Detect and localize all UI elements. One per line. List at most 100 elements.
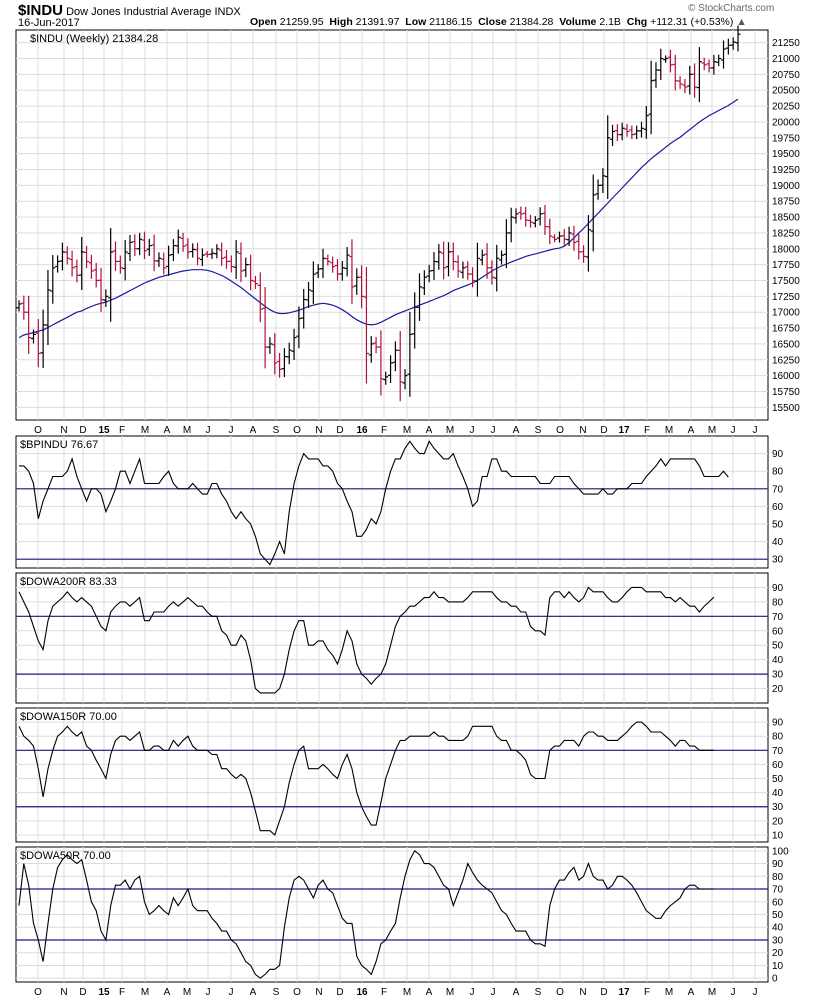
ohlc-bar — [503, 219, 509, 269]
ohlc-bar — [141, 231, 147, 260]
chart-date: 16-Jun-2017 — [18, 17, 80, 29]
y-tick-label: 90 — [772, 859, 784, 870]
ohlc-bar — [108, 228, 114, 322]
ohlc-bar — [585, 215, 591, 272]
ohlc-bar — [552, 234, 558, 243]
ohlc-bar — [547, 218, 553, 245]
ohlc-bar — [339, 261, 345, 281]
y-tick-label: 30 — [772, 555, 784, 566]
panel-frame — [15, 435, 769, 569]
ohlc-bar — [291, 328, 297, 361]
ohlc-bar — [199, 248, 205, 267]
x-tick-label: J — [206, 987, 211, 998]
ohlc-bar — [590, 174, 596, 252]
indicator-line — [19, 440, 729, 566]
y-tick-label: 70 — [772, 612, 784, 623]
x-tick-label: J — [206, 425, 211, 436]
ohlc-bar — [701, 57, 707, 71]
panel-label: $DOWA150R 70.00 — [20, 711, 117, 723]
ohlc-bar — [228, 255, 234, 273]
x-tick-label: O — [556, 425, 564, 436]
x-tick-label: F — [644, 987, 650, 998]
ohlc-bar — [460, 261, 466, 279]
ohlc-bar — [706, 59, 712, 73]
ohlc-bar — [40, 309, 46, 369]
ohlc-bar — [542, 204, 548, 236]
ohlc-bar — [508, 207, 514, 243]
y-tick-label: 17250 — [772, 292, 800, 303]
x-tick-label: A — [426, 425, 433, 436]
indicator-line — [18, 721, 714, 836]
panel-frame — [15, 707, 769, 843]
y-tick-label: 30 — [772, 935, 784, 946]
chart-title: $INDU Dow Jones Industrial Average INDX — [18, 2, 241, 19]
panel-label: $INDU (Weekly) 21384.28 — [30, 33, 158, 45]
x-tick-label: M — [708, 987, 716, 998]
ohlc-bar — [465, 261, 471, 280]
ohlc-bar — [566, 226, 572, 246]
ohlc-bar — [344, 247, 350, 277]
ohlc-bar — [16, 300, 22, 312]
x-tick-label: D — [600, 987, 607, 998]
x-tick-label: 16 — [356, 987, 368, 998]
ohlc-bar — [59, 242, 65, 271]
ohlc-bar — [605, 115, 611, 200]
y-tick-label: 0 — [772, 974, 778, 985]
x-tick-label: D — [336, 425, 343, 436]
y-tick-label: 19500 — [772, 149, 800, 160]
ohlc-bar — [79, 237, 85, 290]
y-tick-label: 60 — [772, 897, 784, 908]
indicator-line — [18, 586, 715, 694]
index-name: Dow Jones Industrial Average — [66, 6, 212, 18]
x-tick-label: A — [250, 425, 257, 436]
ohlc-bar — [64, 246, 70, 265]
y-tick-label: 17500 — [772, 276, 800, 287]
ohlc-bar — [474, 242, 480, 297]
ohlc-bar — [610, 124, 616, 146]
y-tick-label: 100 — [772, 846, 789, 857]
x-tick-label: D — [336, 987, 343, 998]
x-tick-label: F — [381, 987, 387, 998]
ohlc-bar — [581, 245, 587, 263]
volume-value: 2.1B — [599, 16, 621, 28]
ohlc-bar — [248, 254, 254, 291]
y-tick-label: 40 — [772, 788, 784, 799]
y-tick-label: 20250 — [772, 102, 800, 113]
x-tick-label: 15 — [98, 425, 110, 436]
ohlc-bar — [479, 249, 485, 266]
x-tick-label: J — [753, 425, 758, 436]
y-tick-label: 40 — [772, 655, 784, 666]
ohlc-bar — [334, 259, 340, 281]
ohlc-bar — [711, 54, 717, 75]
y-tick-label: 16750 — [772, 324, 800, 335]
indicator-line — [18, 849, 714, 979]
ohlc-bar — [470, 267, 476, 288]
x-tick-label: A — [250, 987, 257, 998]
ohlc-bar — [209, 248, 215, 259]
ohlc-bar — [600, 168, 606, 193]
ohlc-bar — [378, 330, 384, 396]
quote-line: Open 21259.95 High 21391.97 Low 21186.15… — [250, 16, 747, 28]
x-tick-label: 17 — [618, 425, 630, 436]
ohlc-bar — [682, 78, 688, 94]
ohlc-bar — [735, 25, 741, 52]
ohlc-bar — [21, 295, 27, 320]
y-tick-label: 21250 — [772, 38, 800, 49]
y-tick-label: 30 — [772, 670, 784, 681]
ohlc-bar — [195, 242, 201, 266]
x-tick-label: M — [665, 425, 673, 436]
ohlc-bar — [223, 250, 229, 269]
y-tick-label: 70 — [772, 885, 784, 896]
ohlc-bar — [489, 260, 495, 285]
ohlc-bar — [730, 37, 736, 50]
y-tick-label: 70 — [772, 484, 784, 495]
x-tick-label: N — [315, 987, 322, 998]
y-tick-label: 80 — [772, 467, 784, 478]
ohlc-bar — [595, 179, 601, 200]
ohlc-bar — [518, 206, 524, 220]
x-tick-label: 15 — [98, 987, 110, 998]
ohlc-bar — [170, 239, 176, 262]
ohlc-bar — [272, 333, 278, 375]
x-tick-label: N — [579, 987, 586, 998]
ohlc-bar — [721, 40, 727, 69]
